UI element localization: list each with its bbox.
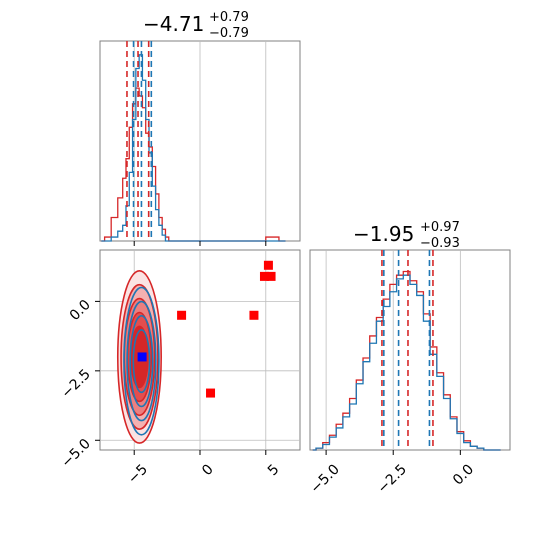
- top-left-title-plus: +0.79: [209, 10, 249, 25]
- bottom-right-title-minus: −0.93: [420, 236, 460, 251]
- bottom-left-xtick-label-2: 5: [265, 461, 283, 479]
- blue-contour-1: [123, 286, 160, 436]
- red-marker-4: [249, 310, 259, 320]
- blue-contour-2: [126, 300, 157, 422]
- bottom-right-title: −1.95 +0.97 −0.93: [353, 220, 460, 251]
- bottom-left-ytick-label-1: −2.5: [58, 366, 93, 401]
- bottom-right-series-0: [312, 270, 501, 451]
- red-marker-3: [177, 310, 187, 320]
- bottom-left-ytick-label-0: −5.0: [58, 436, 93, 471]
- blue-marker-0: [137, 352, 147, 362]
- top-left-title-main: −4.71: [143, 12, 204, 36]
- red-marker-2: [266, 271, 276, 281]
- bottom-right-frame: [309, 249, 511, 451]
- bottom-right-xtick-label-0: −5.0: [308, 461, 343, 496]
- red-marker-0: [263, 260, 273, 270]
- red-marker-5: [206, 388, 216, 398]
- blue-contour-4: [132, 329, 151, 394]
- bottom-left-xtick-label-1: 0: [199, 461, 217, 479]
- bottom-right-title-main: −1.95: [353, 222, 414, 246]
- bottom-right-series-1: [312, 274, 501, 451]
- bottom-left-scatter: [100, 250, 300, 450]
- top-left-title: −4.71 +0.79 −0.79: [143, 10, 249, 41]
- top-left-histogram: [101, 41, 286, 242]
- bottom-right-histogram: [312, 250, 501, 451]
- bottom-right-xtick-label-1: −2.5: [375, 461, 410, 496]
- bottom-left-ytick-label-2: 0.0: [67, 297, 94, 324]
- red-marker-1: [259, 271, 269, 281]
- bottom-right-xtick-label-2: 0.0: [450, 461, 477, 488]
- bottom-right-title-plus: +0.97: [420, 220, 460, 235]
- top-left-title-minus: −0.79: [209, 26, 249, 41]
- top-left-series-1: [101, 54, 286, 242]
- top-left-series-0: [101, 87, 286, 242]
- bottom-left-xtick-label-0: −5: [125, 461, 151, 487]
- blue-contour-3: [129, 314, 154, 408]
